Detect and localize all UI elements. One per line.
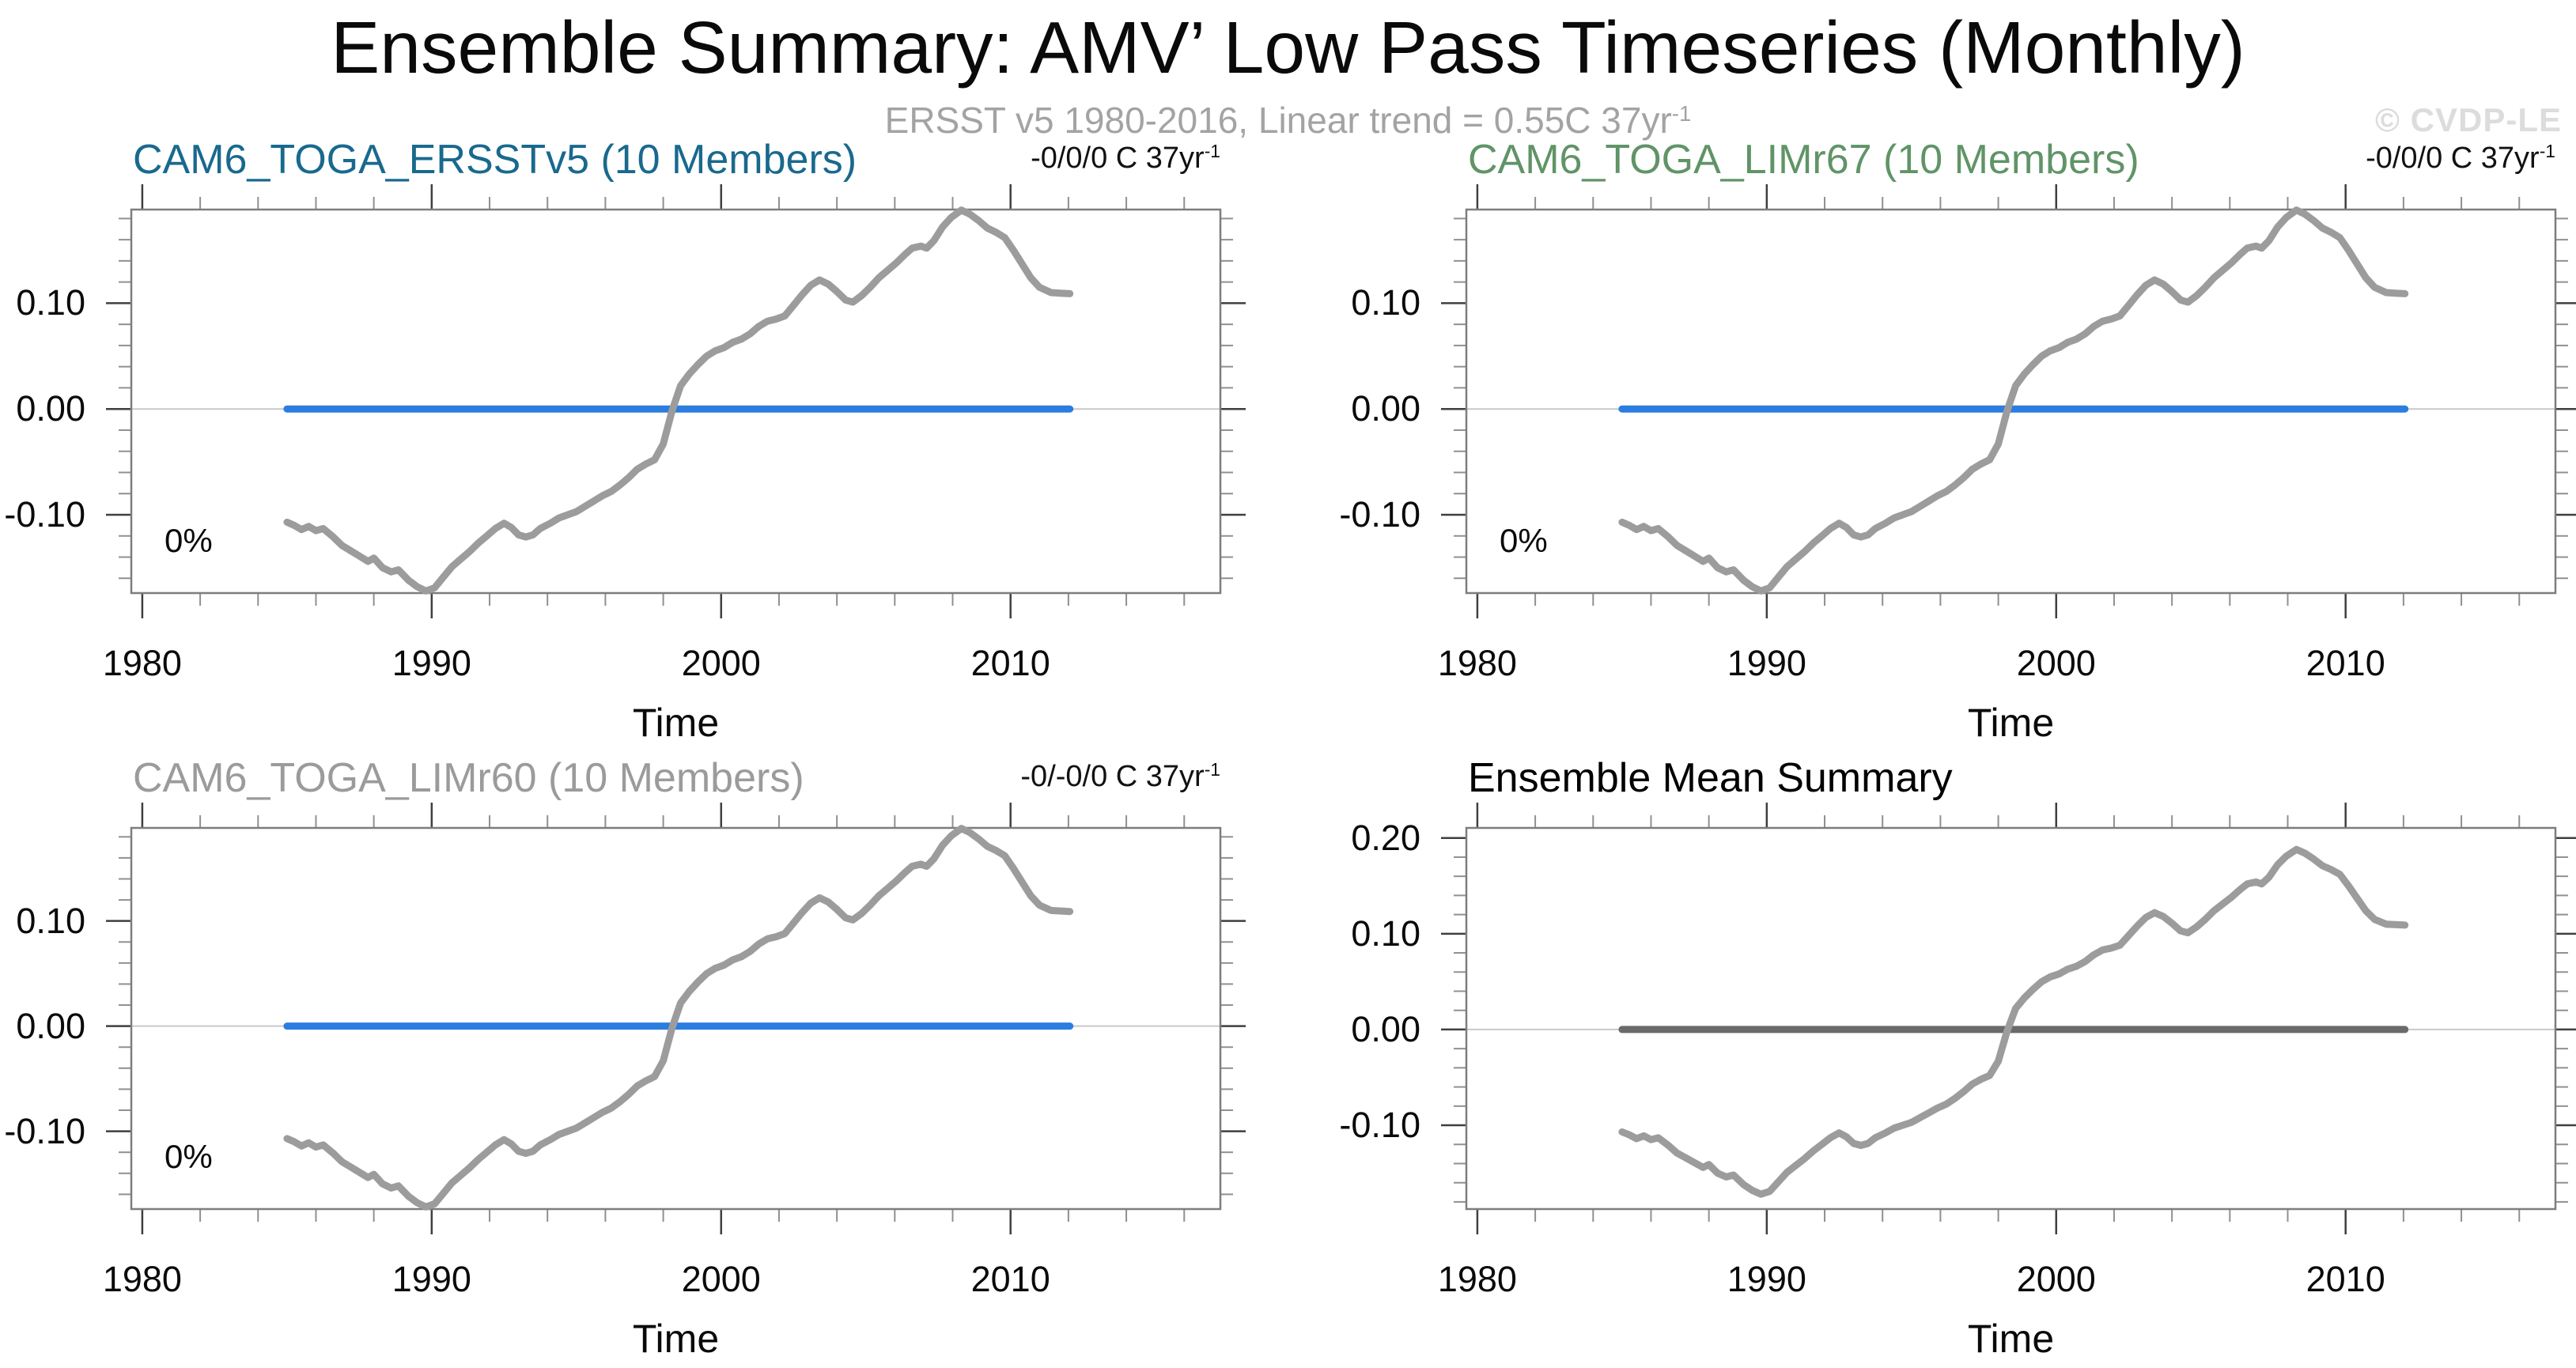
y-tick-label: 0.10 [1351, 913, 1420, 954]
cvdp-watermark: © CVDP-LE [2375, 101, 2562, 138]
page-title: Ensemble Summary: AMV’ Low Pass Timeseri… [331, 6, 2245, 89]
percent-annotation: 0% [165, 522, 213, 559]
x-tick-label: 2000 [2016, 643, 2096, 683]
observed-amv-lowpass-curve [1618, 845, 2409, 1198]
x-tick-label: 2010 [970, 643, 1050, 683]
x-axis-title: Time [1967, 701, 2055, 745]
panel-trend-label: -0/0/0 C 37yr-1 [1031, 141, 1220, 175]
y-tick-label: 0.00 [16, 1005, 85, 1046]
panel-title: CAM6_TOGA_LIMr67 (10 Members) [1468, 137, 2139, 183]
x-tick-label: 2000 [2016, 1259, 2096, 1299]
plot-frame [130, 826, 1222, 1211]
x-axis-title: Time [1967, 1317, 2055, 1361]
x-tick-label: 2010 [2306, 643, 2385, 683]
panel-trend-label: -0/0/0 C 37yr-1 [2366, 141, 2555, 175]
y-tick-label: 0.10 [1351, 282, 1420, 323]
x-tick-label: 1980 [1437, 643, 1517, 683]
figure-subtitle: ERSST v5 1980-2016, Linear trend = 0.55C… [884, 100, 1692, 141]
timeseries-plot [1441, 184, 2576, 618]
y-tick-label: 0.10 [16, 282, 85, 323]
x-tick-label: 2010 [970, 1259, 1050, 1299]
x-tick-label: 2010 [2306, 1259, 2385, 1299]
plot-frame [130, 208, 1222, 595]
observed-amv-lowpass-curve [283, 206, 1074, 595]
plot-frame [1465, 208, 2557, 595]
x-tick-label: 2000 [681, 1259, 761, 1299]
x-tick-label: 1990 [1727, 1259, 1806, 1299]
y-tick-label: 0.00 [1351, 1008, 1420, 1049]
y-tick-label: -0.10 [1339, 493, 1420, 535]
x-axis-title: Time [632, 1317, 720, 1361]
panel-title: CAM6_TOGA_LIMr60 (10 Members) [133, 755, 804, 801]
percent-annotation: 0% [165, 1138, 213, 1175]
y-tick-label: -0.10 [1339, 1105, 1420, 1146]
y-tick-label: -0.10 [4, 1110, 85, 1151]
y-tick-label: -0.10 [4, 493, 85, 535]
timeseries-plot [106, 803, 1246, 1234]
observed-amv-lowpass-curve [1618, 206, 2409, 595]
y-tick-label: 0.20 [1351, 817, 1420, 858]
x-tick-label: 1990 [1727, 643, 1806, 683]
panel-title: CAM6_TOGA_ERSSTv5 (10 Members) [133, 137, 857, 183]
timeseries-plot [1441, 803, 2576, 1234]
x-tick-label: 1980 [1437, 1259, 1517, 1299]
x-tick-label: 2000 [681, 643, 761, 683]
x-tick-label: 1980 [102, 1259, 182, 1299]
y-tick-label: 0.00 [16, 388, 85, 429]
x-tick-label: 1990 [392, 643, 471, 683]
panel-trend-label: -0/-0/0 C 37yr-1 [1020, 759, 1220, 793]
x-tick-label: 1980 [102, 643, 182, 683]
observed-amv-lowpass-curve [283, 825, 1074, 1211]
plot-frame [1465, 826, 2557, 1211]
y-tick-label: 0.00 [1351, 388, 1420, 429]
y-tick-label: 0.10 [16, 900, 85, 941]
x-tick-label: 1990 [392, 1259, 471, 1299]
panel-title: Ensemble Mean Summary [1468, 755, 1953, 801]
timeseries-plot [106, 184, 1246, 618]
percent-annotation: 0% [1500, 522, 1548, 559]
x-axis-title: Time [632, 701, 720, 745]
